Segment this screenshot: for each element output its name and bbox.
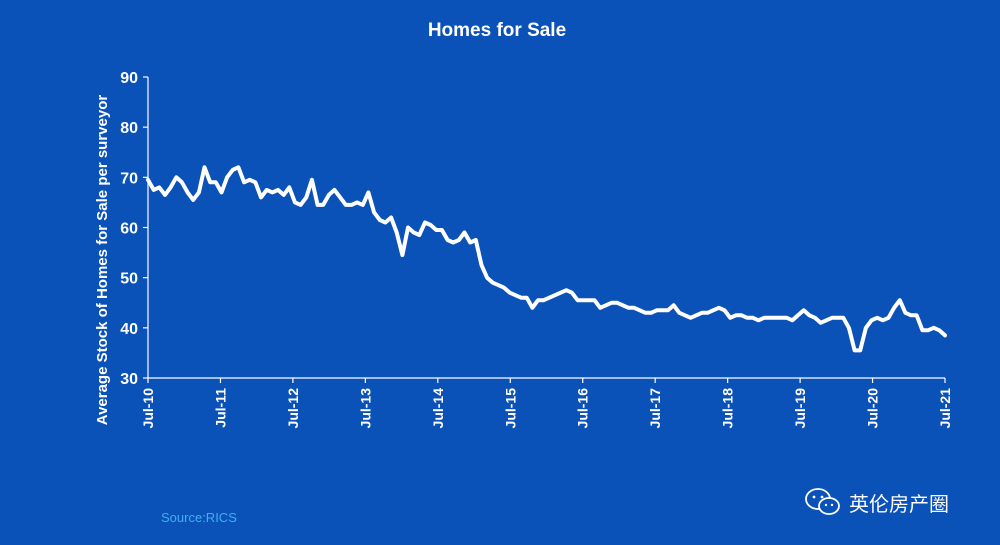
wechat-icon <box>805 488 840 515</box>
x-tick-label: Jul-21 <box>937 388 953 429</box>
x-tick-label: Jul-15 <box>502 388 518 429</box>
x-tick-label: Jul-17 <box>647 388 663 429</box>
watermark: 英伦房产圈 <box>803 486 949 518</box>
y-tick-label: 40 <box>120 321 138 338</box>
y-axis-label: Average Stock of Homes for Sale per surv… <box>94 95 111 426</box>
watermark-text: 英伦房产圈 <box>849 491 949 516</box>
plot-area <box>146 165 947 353</box>
x-tick-label: Jul-11 <box>212 388 228 428</box>
x-tick-label: Jul-20 <box>865 388 881 429</box>
x-tick-label: Jul-19 <box>792 388 808 429</box>
series-line <box>146 165 947 353</box>
y-tick-label: 50 <box>120 271 138 288</box>
y-tick-label: 90 <box>120 70 138 87</box>
x-tick-label: Jul-13 <box>357 388 373 429</box>
x-tick-label: Jul-14 <box>430 388 446 429</box>
x-tick-label: Jul-18 <box>720 388 736 429</box>
y-tick-label: 70 <box>120 170 138 187</box>
x-axis: Jul-10 Jul-11 Jul-12 Jul-13 Jul-14 Jul-15 Jul-… <box>140 377 953 429</box>
chart-title: Homes for Sale <box>428 20 566 41</box>
y-tick-label: 60 <box>120 221 138 238</box>
y-tick-label: 30 <box>120 371 138 388</box>
x-tick-label: Jul-12 <box>285 388 301 429</box>
y-axis: 30 40 50 60 70 80 90 <box>120 70 149 388</box>
x-tick-label: Jul-16 <box>575 388 591 429</box>
y-tick-label: 80 <box>120 120 138 137</box>
source-note: Source:RICS <box>161 510 237 525</box>
x-tick-label: Jul-10 <box>140 388 156 429</box>
